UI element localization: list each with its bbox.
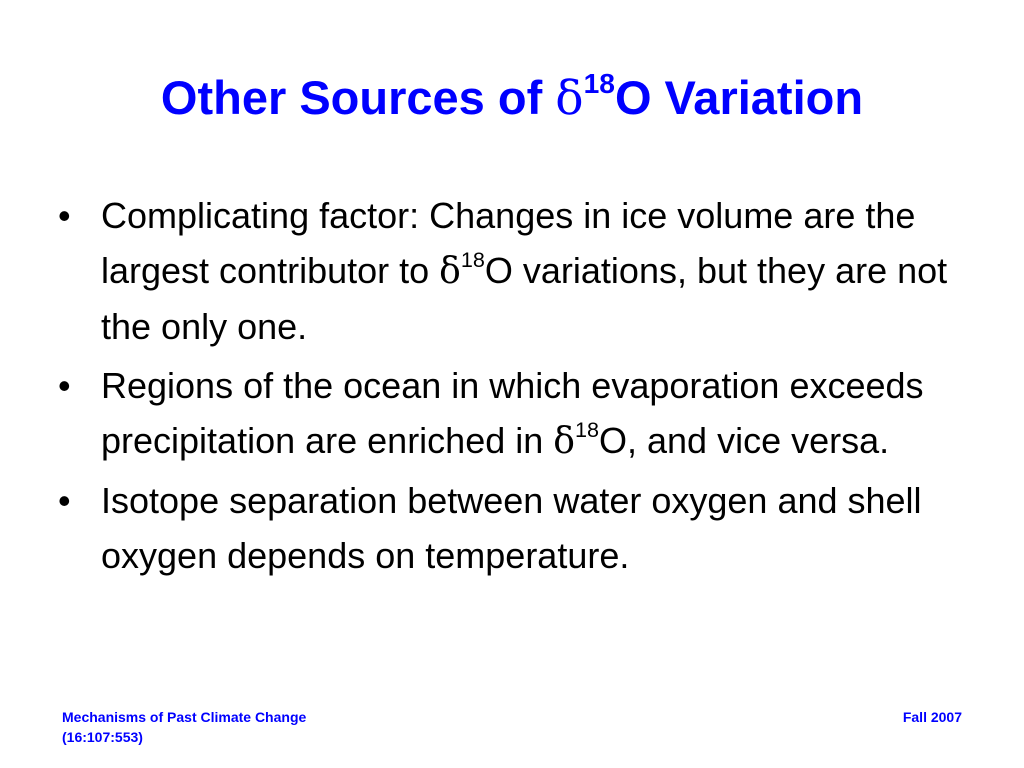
title-superscript: 18 xyxy=(583,66,615,99)
bullet-text-after: O variations, but they are not the only … xyxy=(101,250,948,347)
bullet-marker: • xyxy=(58,365,71,406)
bullet-item: • Complicating factor: Changes in ice vo… xyxy=(58,188,978,354)
bullet-item: • Isotope separation between water oxyge… xyxy=(58,473,978,583)
bullet-text: Isotope separation between water oxygen … xyxy=(101,480,922,576)
footer-course-number: (16:107:553) xyxy=(62,729,143,745)
delta-symbol: δ xyxy=(555,71,584,126)
title-suffix: O Variation xyxy=(614,71,864,124)
bullet-text: Regions of the ocean in which evaporatio… xyxy=(101,365,924,462)
bullet-marker: • xyxy=(58,195,71,236)
footer-course-title: Mechanisms of Past Climate Change xyxy=(62,709,307,725)
bullet-list: • Complicating factor: Changes in ice vo… xyxy=(58,188,978,587)
bullet-text-before: Complicating factor: Changes in ice volu… xyxy=(101,195,916,291)
bullet-text-before: Regions of the ocean in which evaporatio… xyxy=(101,365,924,461)
bullet-marker: • xyxy=(58,480,71,521)
bullet-superscript: 18 xyxy=(460,246,485,272)
bullet-item: • Regions of the ocean in which evaporat… xyxy=(58,358,978,469)
delta-symbol: δ xyxy=(553,421,575,462)
bullet-superscript: 18 xyxy=(574,416,599,442)
footer-course: Mechanisms of Past Climate Change (16:10… xyxy=(62,707,306,747)
slide-title: Other Sources of δ18O Variation xyxy=(0,68,1024,129)
bullet-text: Complicating factor: Changes in ice volu… xyxy=(101,195,947,347)
title-prefix: Other Sources of xyxy=(160,71,556,124)
delta-symbol: δ xyxy=(439,251,461,292)
footer-term: Fall 2007 xyxy=(902,709,962,725)
bullet-text-after: O, and vice versa. xyxy=(599,420,890,461)
